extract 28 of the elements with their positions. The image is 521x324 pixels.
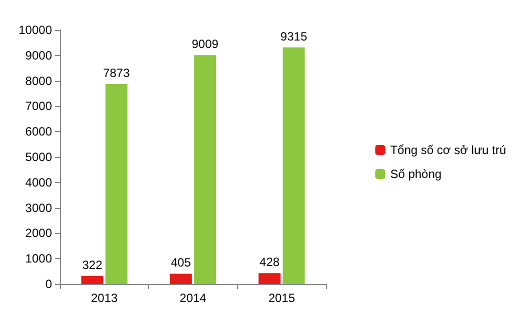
bar bbox=[170, 274, 192, 284]
y-tick-label: 10000 bbox=[18, 23, 52, 37]
y-tick-label: 1000 bbox=[25, 252, 52, 266]
data-label: 7873 bbox=[103, 66, 130, 80]
y-tick-label: 5000 bbox=[25, 150, 52, 164]
legend-label: Số phòng bbox=[390, 167, 442, 181]
bar bbox=[194, 55, 216, 284]
data-label: 9009 bbox=[192, 37, 219, 52]
data-label: 428 bbox=[260, 255, 280, 270]
y-tick-label: 2000 bbox=[25, 226, 52, 240]
data-label: 9315 bbox=[280, 29, 308, 44]
y-tick-label: 9000 bbox=[25, 48, 52, 62]
data-label: 405 bbox=[170, 256, 192, 270]
bar bbox=[258, 273, 281, 284]
y-tick-label: 3000 bbox=[25, 200, 52, 215]
y-tick-label: 0 bbox=[45, 277, 52, 291]
x-tick-label: 2015 bbox=[268, 291, 296, 305]
x-tick-label: 2014 bbox=[180, 291, 207, 305]
bar bbox=[105, 84, 128, 284]
bar bbox=[81, 276, 104, 284]
legend-label: Tổng số cơ sở lưu trú bbox=[390, 143, 506, 157]
data-label: 322 bbox=[82, 258, 103, 272]
y-tick-label: 6000 bbox=[25, 124, 52, 139]
y-tick-label: 8000 bbox=[25, 74, 52, 88]
y-tick-label: 4000 bbox=[25, 175, 52, 190]
x-tick-label: 2013 bbox=[90, 291, 118, 305]
y-tick-label: 7000 bbox=[25, 99, 52, 114]
bar bbox=[282, 47, 305, 284]
